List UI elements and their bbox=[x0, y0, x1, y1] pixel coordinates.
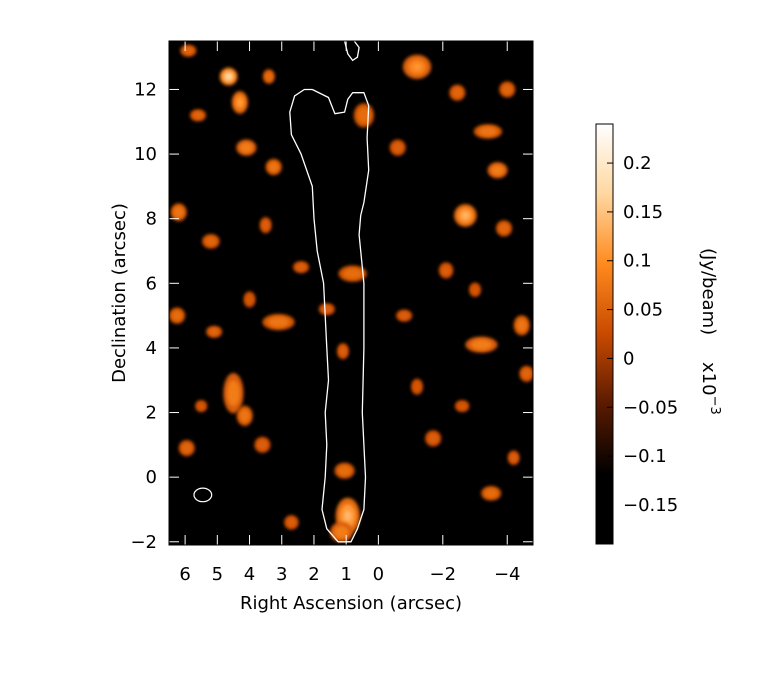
emission-blob-core bbox=[502, 84, 513, 95]
source-contour bbox=[289, 41, 370, 543]
y-tick-label: 6 bbox=[146, 273, 157, 294]
y-tick-label: 2 bbox=[146, 403, 157, 424]
emission-blob-core bbox=[183, 46, 194, 55]
colorbar-tick-label: −0.1 bbox=[623, 446, 667, 467]
emission-blob-core bbox=[286, 517, 297, 528]
x-tick-label: −2 bbox=[430, 564, 457, 585]
x-tick-label: 1 bbox=[340, 564, 351, 585]
beam-outline bbox=[193, 487, 213, 503]
colorbar-tick-labels: 0.2 0.15 0.1 0.05 0 −0.05 −0.1 −0.15 bbox=[623, 153, 678, 516]
emission-blob-core bbox=[295, 263, 307, 272]
emission-blob-core bbox=[471, 285, 479, 295]
emission-blob-core bbox=[516, 318, 527, 332]
emission-blob-core bbox=[192, 111, 204, 120]
emission-blob-core bbox=[173, 206, 184, 218]
colorbar-tick-label: 0 bbox=[623, 348, 634, 369]
colorbar-gradient bbox=[596, 124, 613, 544]
beam-ellipse bbox=[193, 487, 213, 503]
colorbar-tick-label: −0.15 bbox=[623, 495, 678, 516]
emission-blob-core bbox=[427, 433, 439, 444]
emission-blob-core bbox=[509, 453, 518, 463]
x-tick-label: 6 bbox=[179, 564, 190, 585]
x-axis-label: Right Ascension (arcsec) bbox=[240, 593, 462, 614]
emission-blob-core bbox=[239, 409, 250, 423]
emission-blob-core bbox=[245, 294, 254, 305]
emission-blob-core bbox=[521, 368, 532, 379]
image-panel bbox=[168, 40, 534, 546]
colorbar-tick-label: 0.15 bbox=[623, 202, 663, 223]
emission-blob-core bbox=[343, 268, 362, 279]
plot-frame bbox=[168, 40, 534, 546]
colorbar-unit-label: (Jy/beam) bbox=[698, 248, 719, 335]
colorbar-tick-label: 0.1 bbox=[623, 251, 652, 272]
emission-blob-core bbox=[334, 525, 349, 539]
x-tick-label: 4 bbox=[244, 564, 255, 585]
emission-blob-core bbox=[261, 219, 270, 231]
x-tick-label: 2 bbox=[308, 564, 319, 585]
colorbar bbox=[595, 123, 614, 545]
emission-blob-core bbox=[257, 439, 268, 451]
emission-blobs bbox=[169, 44, 533, 543]
emission-blob-core bbox=[197, 402, 206, 410]
x-tick-labels: 6 5 4 3 2 1 0 −2 −4 bbox=[179, 564, 520, 585]
emission-blob-core bbox=[205, 236, 217, 246]
emission-blob-core bbox=[208, 327, 220, 336]
y-tick-label: −2 bbox=[130, 532, 157, 553]
emission-blob-core bbox=[392, 142, 403, 153]
y-tick-label: 10 bbox=[134, 144, 157, 165]
emission-blob-core bbox=[239, 142, 253, 153]
x-tick-label: 3 bbox=[276, 564, 287, 585]
y-tick-label: 12 bbox=[134, 79, 157, 100]
emission-blob-core bbox=[498, 223, 510, 234]
y-tick-labels: −2 0 2 4 6 8 10 12 bbox=[130, 79, 157, 552]
emission-blob-peak bbox=[226, 74, 232, 80]
emission-blob-core bbox=[413, 381, 421, 392]
emission-blob-core bbox=[339, 345, 347, 357]
emission-blob-core bbox=[181, 442, 192, 454]
y-tick-label: 8 bbox=[146, 209, 157, 230]
x-tick-label: 5 bbox=[212, 564, 223, 585]
y-tick-label: 0 bbox=[146, 467, 157, 488]
colorbar-tick-label: 0.2 bbox=[623, 153, 652, 174]
emission-blob-peak bbox=[344, 510, 352, 522]
emission-blob-core bbox=[441, 265, 451, 276]
contour-line bbox=[289, 88, 370, 543]
x-tick-label: 0 bbox=[373, 564, 384, 585]
emission-blob-core bbox=[478, 126, 497, 137]
colorbar-unit: (Jy/beam) bbox=[698, 248, 719, 335]
y-axis-label: Declination (arcsec) bbox=[109, 203, 130, 383]
colorbar-ticks bbox=[607, 162, 613, 506]
colorbar-scale-exponent: −3 bbox=[707, 396, 722, 415]
emission-blob-peak bbox=[462, 212, 469, 219]
emission-blob-core bbox=[226, 380, 240, 407]
emission-blob-peak bbox=[413, 63, 421, 71]
emission-blob-core bbox=[452, 87, 463, 98]
emission-blob-core bbox=[398, 311, 410, 320]
plot-ticks bbox=[169, 41, 533, 545]
emission-blob-peak bbox=[237, 99, 243, 106]
colorbar-tick-label: 0.05 bbox=[623, 300, 663, 321]
colorbar-tick-label: −0.05 bbox=[623, 397, 678, 418]
colorbar-scale: x10 bbox=[698, 362, 719, 396]
emission-blob-core bbox=[484, 488, 498, 498]
colorbar-frame bbox=[595, 123, 614, 545]
y-tick-label: 4 bbox=[146, 338, 157, 359]
colorbar-axis-label: (Jy/beam) x10−3 bbox=[698, 248, 722, 415]
contour-fragment bbox=[343, 41, 360, 62]
emission-blob-core bbox=[471, 339, 492, 350]
emission-blob-core bbox=[171, 310, 183, 321]
emission-blob-core bbox=[357, 107, 371, 124]
emission-blob-core bbox=[338, 465, 351, 476]
emission-blob-core bbox=[268, 316, 289, 328]
emission-blob-core bbox=[264, 71, 273, 82]
x-tick-label: −4 bbox=[494, 564, 521, 585]
emission-blob-core bbox=[491, 165, 505, 176]
emission-blob-core bbox=[457, 402, 467, 410]
emission-blob-core bbox=[268, 161, 279, 173]
colorbar-scale-label: x10−3 bbox=[698, 362, 722, 415]
emission-blob-core bbox=[321, 305, 332, 314]
